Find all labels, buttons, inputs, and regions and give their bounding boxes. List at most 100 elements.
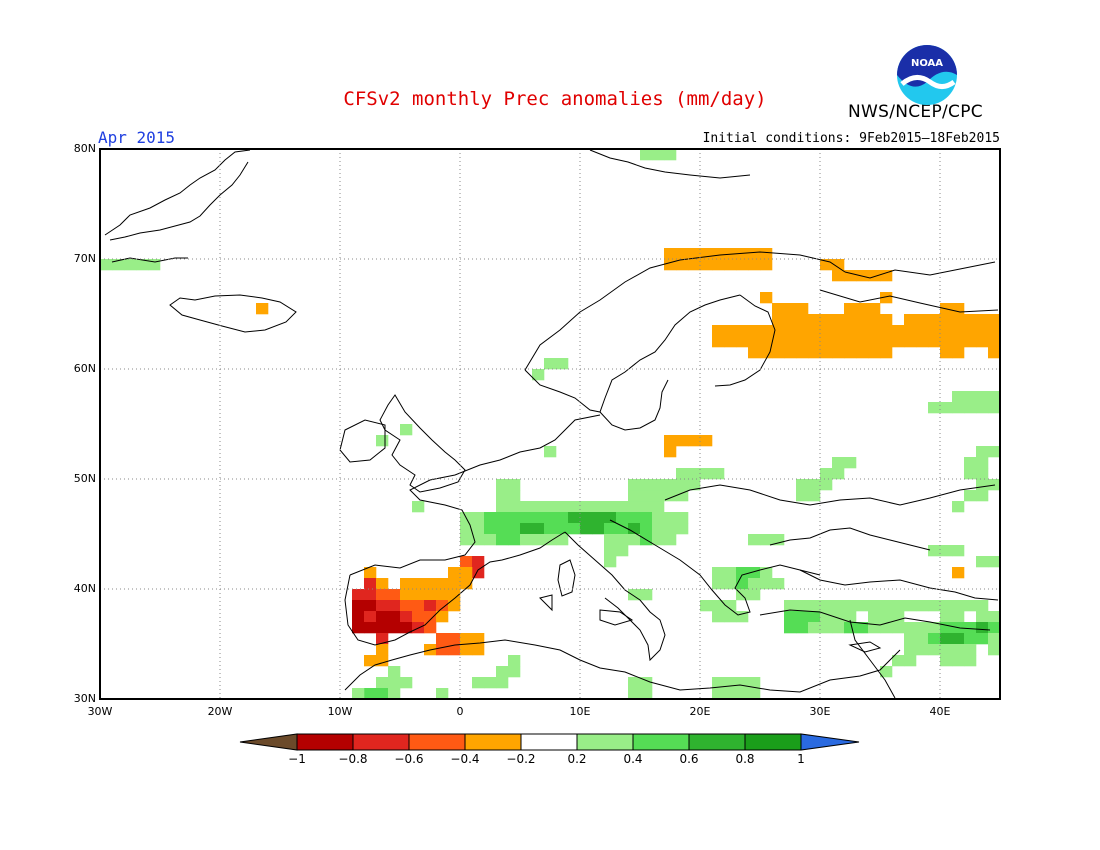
anomaly-cell [664, 523, 677, 535]
anomaly-cell [592, 501, 605, 513]
anomaly-cell [676, 512, 689, 524]
anomaly-cell [640, 523, 653, 535]
anomaly-cell [880, 600, 893, 612]
anomaly-cell [784, 347, 797, 359]
anomaly-cell [376, 611, 389, 623]
anomaly-cell [784, 611, 797, 623]
anomaly-cell [772, 578, 785, 590]
noaa-logo-text: NOAA [911, 58, 943, 69]
anomaly-cell [736, 688, 749, 699]
anomaly-cell [604, 534, 617, 546]
anomaly-cell [844, 347, 857, 359]
anomaly-cell [916, 336, 929, 348]
anomaly-cell [928, 325, 941, 337]
anomaly-cell [736, 259, 749, 271]
anomaly-cell [736, 325, 749, 337]
anomaly-cell [976, 457, 989, 469]
anomaly-cell [460, 556, 473, 568]
anomaly-cell [928, 622, 941, 634]
longitude-label: 20E [689, 705, 711, 718]
anomaly-cell [928, 644, 941, 656]
anomaly-cell [820, 479, 833, 491]
anomaly-cell [508, 655, 521, 667]
anomaly-cell [376, 578, 389, 590]
anomaly-cell [964, 391, 977, 403]
anomaly-cell [376, 688, 389, 699]
anomaly-cell [940, 633, 953, 645]
anomaly-cell [364, 688, 377, 699]
anomaly-cell [136, 259, 149, 271]
anomaly-cell [748, 688, 761, 699]
anomaly-cell [556, 523, 569, 535]
anomaly-cell [832, 259, 845, 271]
anomaly-cell [976, 468, 989, 480]
agency-credit: NWS/NCEP/CPC [848, 102, 983, 122]
colorbar-tick-label: −1 [288, 752, 306, 766]
anomaly-cell [688, 479, 701, 491]
anomaly-cell [976, 325, 989, 337]
anomaly-cell [940, 325, 953, 337]
anomaly-cell [832, 622, 845, 634]
anomaly-cell [364, 578, 377, 590]
anomaly-cell [964, 633, 977, 645]
anomaly-cell [808, 325, 821, 337]
anomaly-cell [880, 347, 893, 359]
anomaly-cell [820, 325, 833, 337]
anomaly-cell [604, 545, 617, 557]
anomaly-cell [964, 655, 977, 667]
anomaly-cell [952, 633, 965, 645]
anomaly-cell [652, 490, 665, 502]
anomaly-cell [544, 358, 557, 370]
anomaly-cell [388, 611, 401, 623]
forecast-period: Apr 2015 [98, 128, 176, 147]
anomaly-cell [964, 622, 977, 634]
anomaly-cell [664, 149, 677, 161]
anomaly-cell [388, 688, 401, 699]
anomaly-cell [760, 567, 773, 579]
anomaly-cell [832, 347, 845, 359]
anomaly-cell [460, 523, 473, 535]
anomaly-cell [556, 358, 569, 370]
longitude-label: 40E [929, 705, 951, 718]
anomaly-cell [904, 314, 917, 326]
anomaly-cell [508, 512, 521, 524]
anomaly-cell [952, 545, 965, 557]
anomaly-cell [364, 655, 377, 667]
anomaly-cell [976, 336, 989, 348]
anomaly-cell [904, 622, 917, 634]
anomaly-cell [844, 270, 857, 282]
anomaly-cell [772, 325, 785, 337]
anomaly-cell [544, 534, 557, 546]
anomaly-cell [784, 622, 797, 634]
longitude-label: 30W [87, 705, 113, 718]
anomaly-cell [988, 347, 1000, 359]
colorbar-swatch [688, 733, 746, 751]
anomaly-cell [904, 655, 917, 667]
anomaly-cell [400, 611, 413, 623]
anomaly-cell [472, 567, 485, 579]
anomaly-cell [508, 523, 521, 535]
latitude-label: 30N [73, 692, 96, 705]
colorbar-swatch [464, 733, 522, 751]
latitude-label: 40N [73, 582, 96, 595]
anomaly-cell [868, 314, 881, 326]
anomaly-cell [652, 479, 665, 491]
anomaly-cell [880, 314, 893, 326]
anomaly-cell [424, 589, 437, 601]
longitude-label: 10E [569, 705, 591, 718]
anomaly-cell [496, 501, 509, 513]
anomaly-cell [820, 468, 833, 480]
anomaly-cell [652, 512, 665, 524]
anomaly-cell [856, 336, 869, 348]
anomaly-cell [796, 303, 809, 315]
anomaly-cell [844, 457, 857, 469]
anomaly-cell [856, 347, 869, 359]
anomaly-cell [412, 589, 425, 601]
anomaly-cell [796, 622, 809, 634]
anomaly-cell [484, 512, 497, 524]
anomaly-cell [808, 611, 821, 623]
anomaly-cell [580, 501, 593, 513]
anomaly-cell [556, 501, 569, 513]
anomaly-cell [940, 347, 953, 359]
